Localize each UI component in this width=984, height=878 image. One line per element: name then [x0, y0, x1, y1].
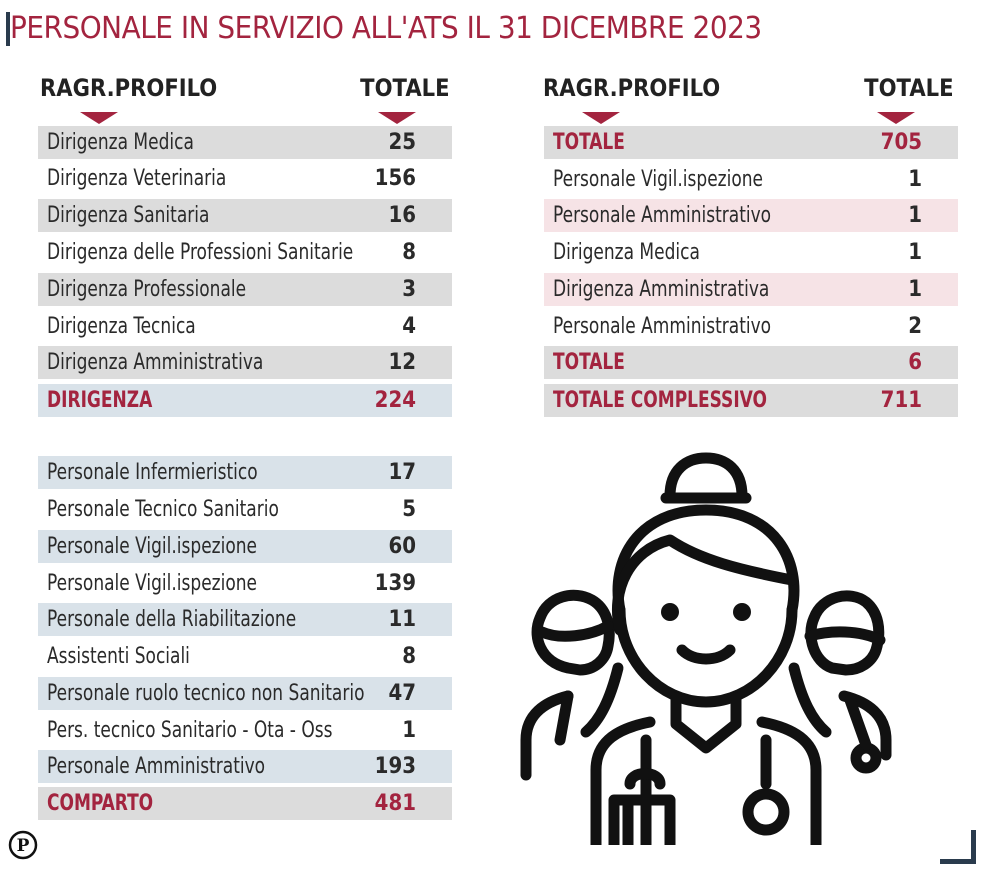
- table-row: Dirigenza delle Professioni Sanitarie 8: [47, 240, 416, 265]
- table-row: Personale Vigil.ispezione 139: [47, 571, 416, 596]
- right-header-profile: RAGR.PROFILO: [543, 74, 721, 102]
- total-row: TOTALE 6: [544, 346, 958, 379]
- left-header-profile: RAGR.PROFILO: [40, 74, 218, 102]
- right-profile-marker: [582, 112, 620, 124]
- table-row: Personale della Riabilitazione 11: [38, 603, 452, 636]
- table-row: Dirigenza Medica 1: [553, 240, 922, 265]
- table-row: Personale Amministrativo 1: [544, 199, 958, 232]
- total-row: TOTALE 705: [544, 126, 958, 159]
- dirigenza-total-row: DIRIGENZA 224: [38, 384, 452, 417]
- right-total-marker: [877, 112, 915, 124]
- table-row: Dirigenza Amministrativa 12: [38, 346, 452, 379]
- table-row: Personale Amministrativo 2: [553, 314, 922, 339]
- svg-text:P: P: [17, 836, 30, 856]
- table-row: Personale ruolo tecnico non Sanitario 47: [38, 677, 452, 710]
- table-row: Pers. tecnico Sanitario - Ota - Oss 1: [47, 718, 416, 743]
- left-total-marker: [378, 112, 416, 124]
- table-row: Personale Infermieristico 17: [38, 456, 452, 489]
- table-row: Personale Amministrativo 193: [38, 750, 452, 783]
- table-row: Personale Vigil.ispezione 60: [38, 530, 452, 563]
- left-header-total: TOTALE: [360, 74, 450, 102]
- table-row: Dirigenza Medica 25: [38, 126, 452, 159]
- table-row: Dirigenza Veterinaria 156: [47, 166, 416, 191]
- table-row: Personale Vigil.ispezione 1: [553, 167, 922, 192]
- title-accent-bar: [6, 12, 10, 46]
- medical-staff-icon: [520, 452, 892, 845]
- page-title: PERSONALE IN SERVIZIO ALL'ATS IL 31 DICE…: [10, 11, 762, 46]
- table-row: Personale Tecnico Sanitario 5: [47, 497, 416, 522]
- table-row: Dirigenza Sanitaria 16: [38, 199, 452, 232]
- table-row: Dirigenza Amministrativa 1: [544, 273, 958, 306]
- corner-bracket: [940, 830, 976, 864]
- right-header-total: TOTALE: [864, 74, 954, 102]
- publisher-logo-icon: P: [8, 830, 38, 860]
- table-row: Assistenti Sociali 8: [47, 644, 416, 669]
- left-profile-marker: [80, 112, 118, 124]
- table-row: Dirigenza Tecnica 4: [47, 314, 416, 339]
- table-row: Dirigenza Professionale 3: [38, 273, 452, 306]
- comparto-total-row: COMPARTO 481: [38, 787, 452, 820]
- grand-total-row: TOTALE COMPLESSIVO 711: [544, 384, 958, 417]
